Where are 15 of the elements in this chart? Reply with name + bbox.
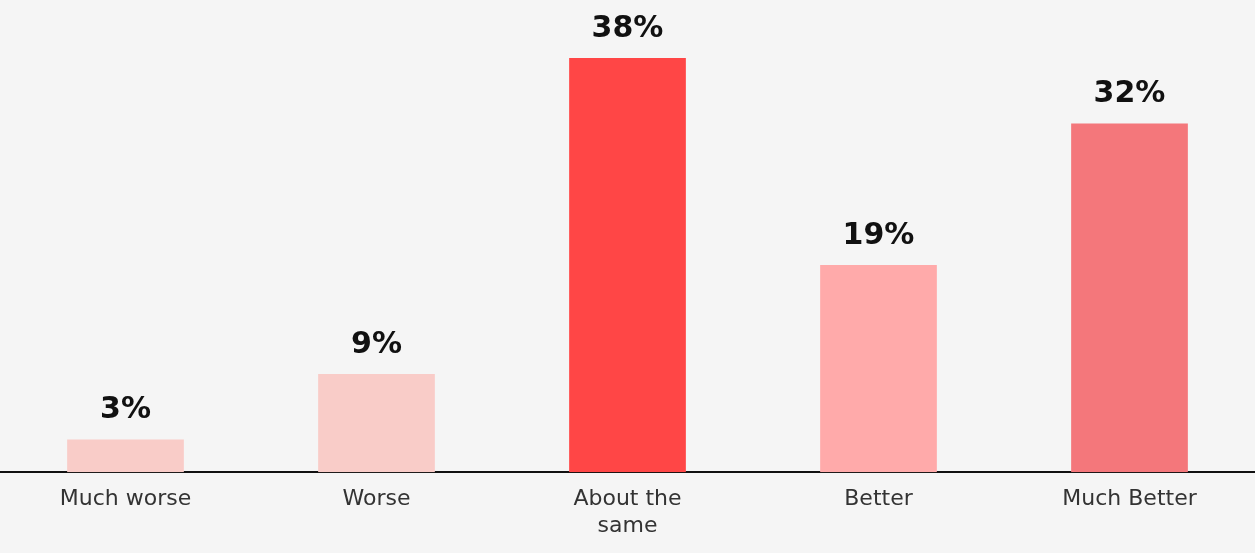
bar xyxy=(67,439,184,473)
data-label: 19% xyxy=(842,215,915,251)
bar xyxy=(820,265,937,473)
data-label: 38% xyxy=(591,8,664,44)
data-label: 3% xyxy=(100,390,151,426)
data-label: 9% xyxy=(351,324,402,360)
x-tick-label: Much Better xyxy=(1062,485,1198,511)
x-tick-label: Better xyxy=(844,485,914,511)
x-tick-label: About the same xyxy=(573,485,682,537)
x-tick-label: Worse xyxy=(342,485,411,511)
bar xyxy=(569,58,686,473)
bar xyxy=(318,374,435,473)
data-label: 32% xyxy=(1093,74,1166,110)
x-tick-label: Much worse xyxy=(59,485,192,511)
bar xyxy=(1071,123,1188,473)
